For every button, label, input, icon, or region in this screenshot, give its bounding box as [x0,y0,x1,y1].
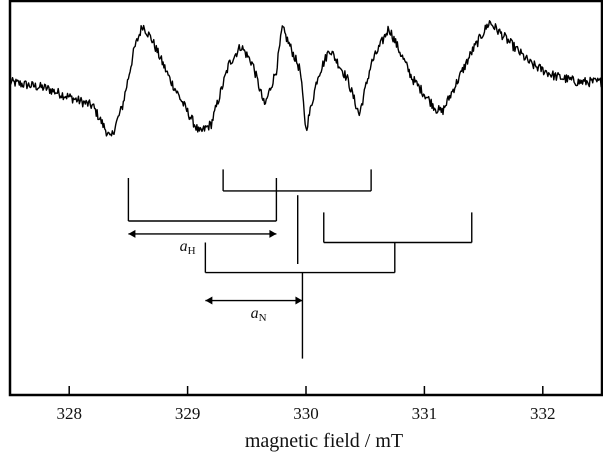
stick-diagram [127,169,473,359]
arrow-head-left-0 [128,229,136,238]
x-tick-label-331: 331 [412,404,438,423]
arrow-head-right-1 [295,296,303,305]
x-tick-label-332: 332 [530,404,556,423]
spectrum-layer [9,20,603,137]
arrow-label-h: aH [180,238,196,257]
x-axis-label: magnetic field / mT [245,430,403,452]
spectrum-line [9,20,603,137]
x-tick-label-329: 329 [175,404,201,423]
arrow-head-left-1 [205,296,213,305]
arrow-head-right-0 [269,229,277,238]
hyperfine-arrows: aH aN [128,229,303,324]
x-tick-label-328: 328 [56,404,82,423]
plot-frame [8,0,603,397]
arrow-label-n: aN [251,305,267,324]
x-tick-label-330: 330 [293,404,319,423]
x-axis-ticks: 328 329 330 331 332 [56,386,556,423]
